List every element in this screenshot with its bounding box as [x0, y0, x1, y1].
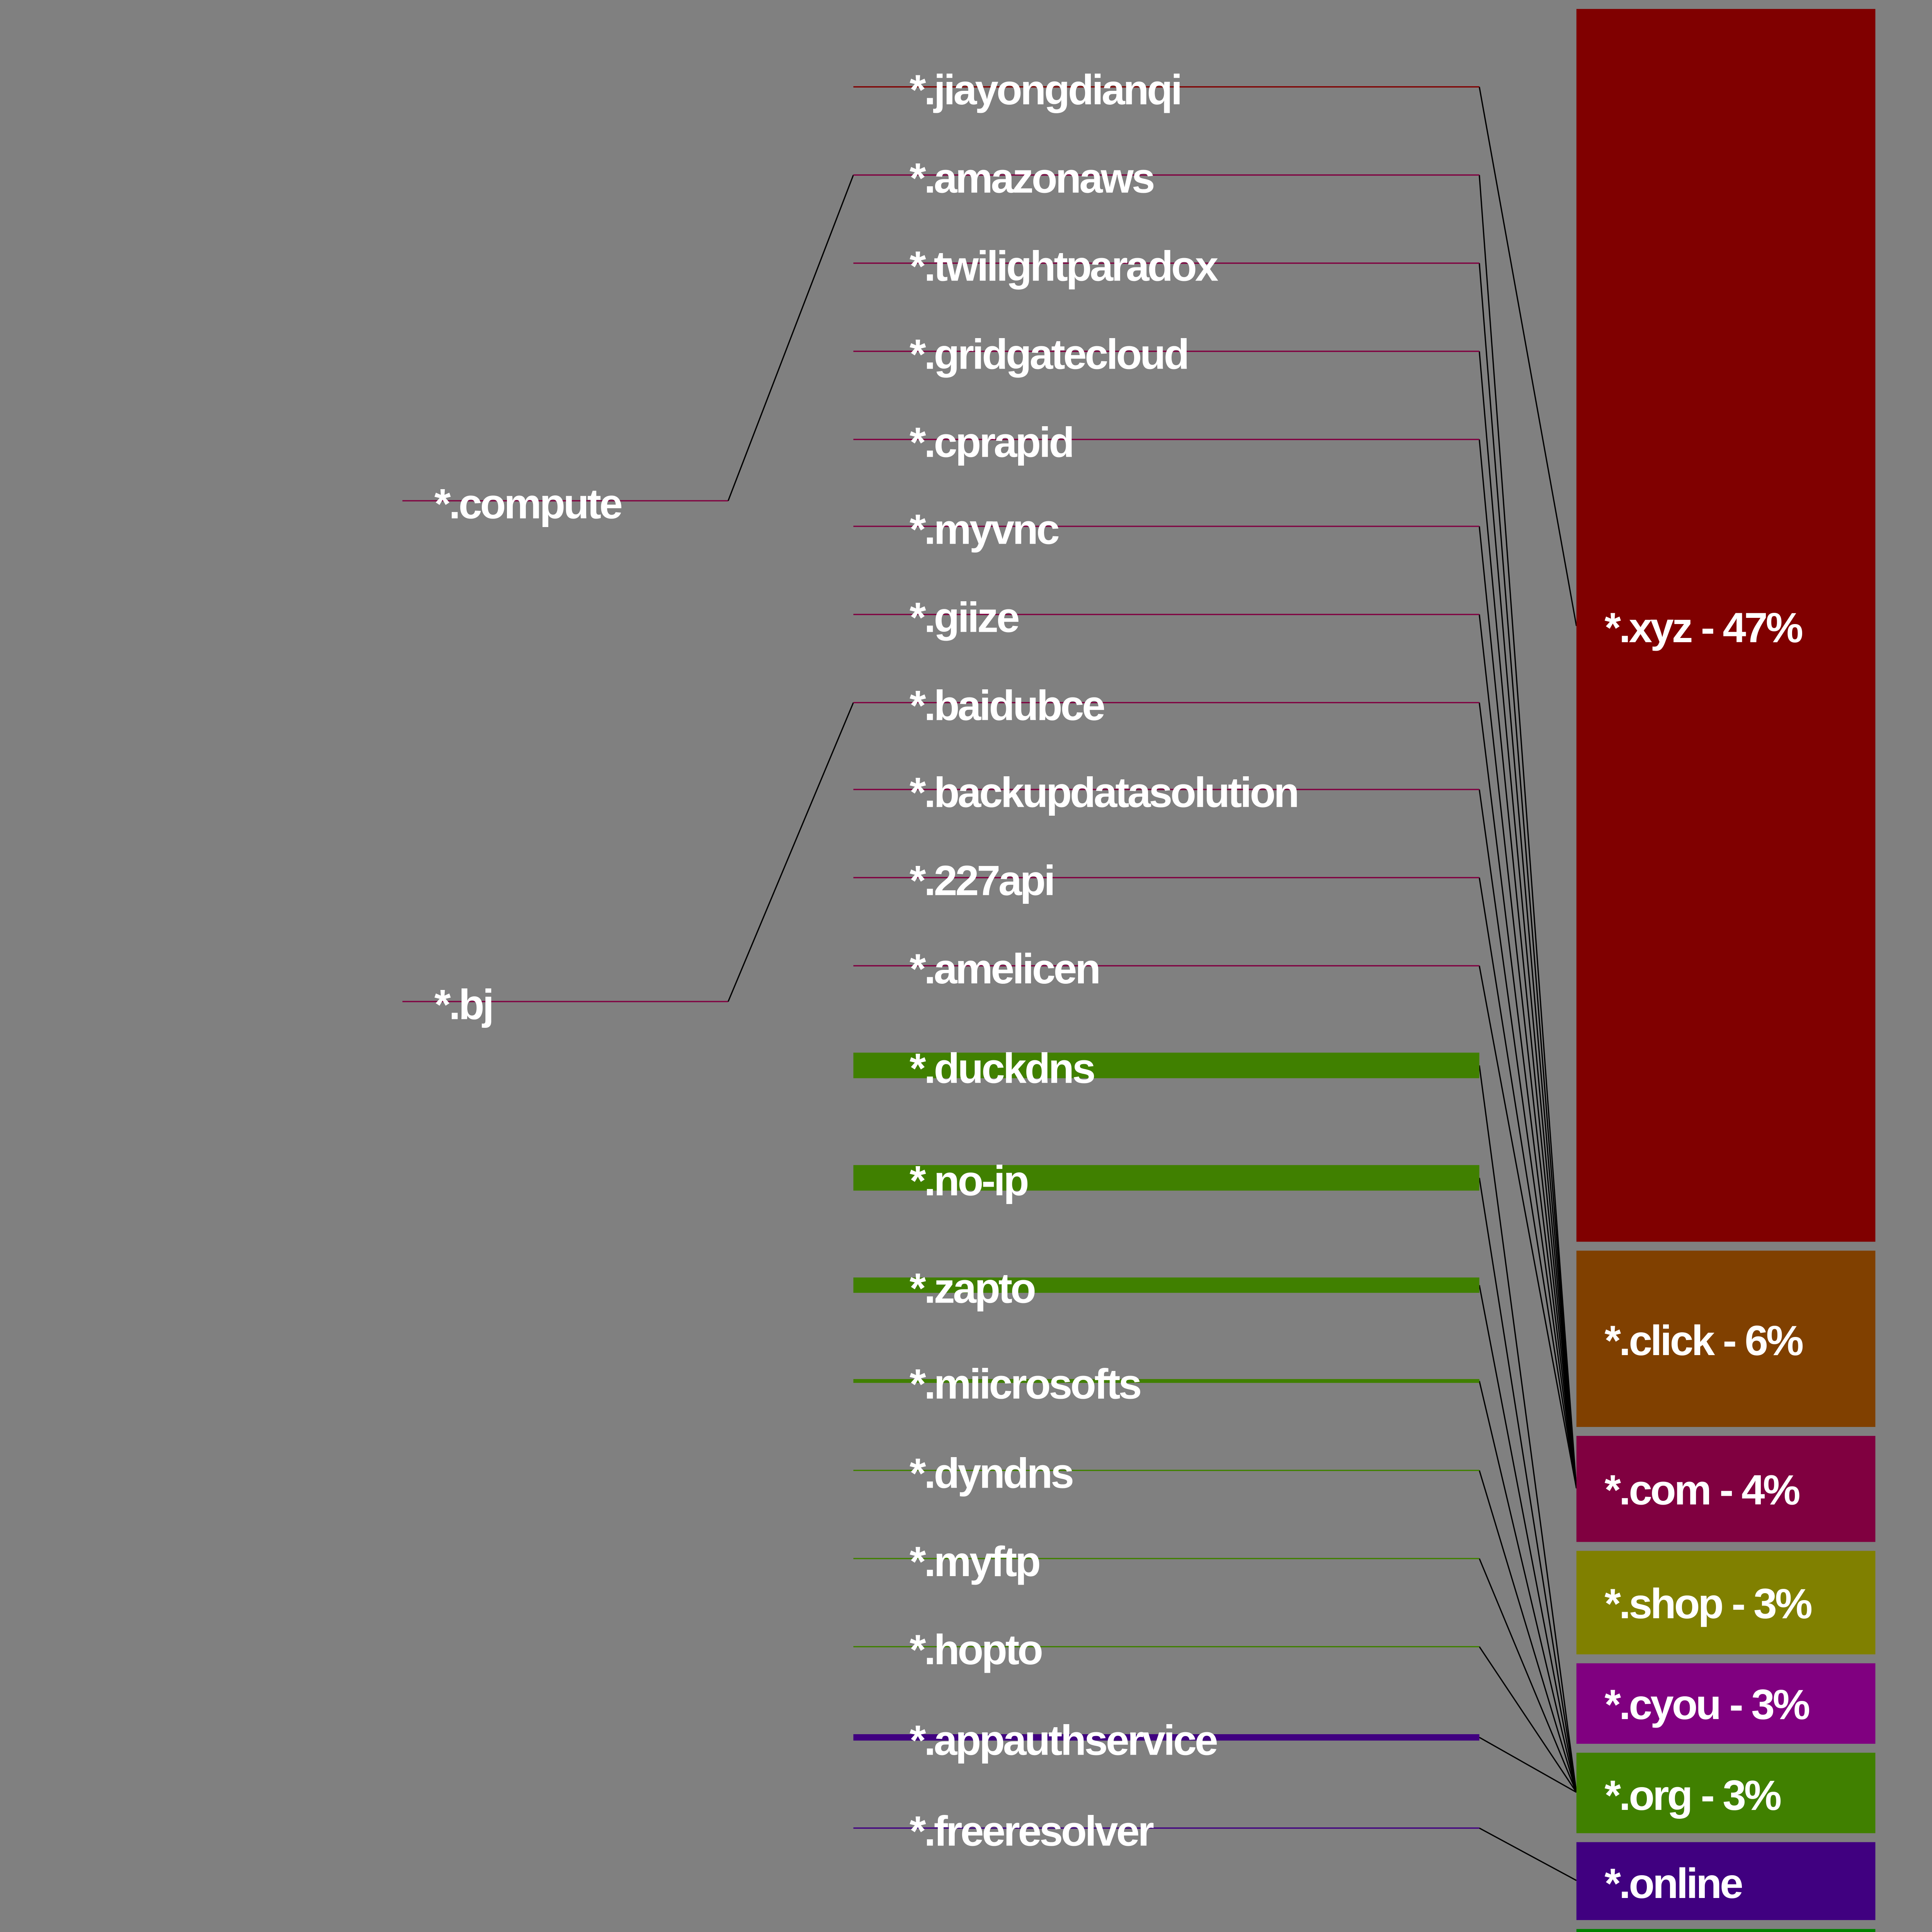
connector — [1478, 1177, 1577, 1793]
middle-node-label: *.dyndns — [910, 1450, 1073, 1497]
middle-node-label: *.cprapid — [910, 419, 1073, 466]
right-node-block — [1576, 1929, 1876, 1932]
connector — [1478, 1558, 1577, 1793]
right-node-block — [1576, 1753, 1876, 1833]
connector — [1478, 175, 1577, 1488]
right-node-label: *.org - 3% — [1604, 1772, 1781, 1819]
connector — [1478, 351, 1577, 1488]
middle-node-label: *.appauthservice — [910, 1717, 1217, 1764]
middle-node-label: *.myvnc — [910, 506, 1059, 553]
connector — [1478, 789, 1577, 1488]
middle-node-label: *.no-ip — [910, 1158, 1028, 1205]
middle-node-bar — [853, 1734, 1480, 1741]
right-node-block — [1576, 1250, 1876, 1427]
middle-node-label: *.amazonaws — [910, 155, 1154, 202]
middle-node-label: *.hopto — [910, 1626, 1042, 1673]
right-node-label: *.xyz - 47% — [1604, 604, 1802, 651]
right-node-block — [1576, 1436, 1876, 1542]
middle-node-bar — [853, 1277, 1480, 1293]
right-node-label: *.online — [1604, 1860, 1742, 1907]
right-node-label: *.shop - 3% — [1604, 1580, 1811, 1628]
connector — [1478, 87, 1577, 626]
middle-node-label: *.freeresolver — [910, 1808, 1154, 1855]
middle-node-bar — [853, 1379, 1480, 1383]
right-node-block — [1576, 1842, 1876, 1920]
right-node-block — [1576, 1663, 1876, 1744]
connector — [1478, 1285, 1577, 1793]
connector — [1478, 439, 1577, 1488]
connector — [727, 175, 854, 501]
connector — [1478, 614, 1577, 1488]
right-node-label: *.click - 6% — [1604, 1317, 1803, 1364]
connector — [1478, 526, 1577, 1488]
middle-node-label: *.baidubce — [910, 682, 1104, 730]
middle-node-bar — [853, 1053, 1480, 1078]
connector — [1479, 1646, 1577, 1793]
middle-node-label: *.zapto — [910, 1265, 1035, 1312]
right-node-label: *.cyou - 3% — [1604, 1681, 1809, 1728]
connector — [1478, 1381, 1577, 1793]
middle-node-label: *.twilightparadox — [910, 243, 1218, 290]
middle-node-label: *.jiayongdianqi — [910, 66, 1180, 114]
middle-node-label: *.amelicen — [910, 946, 1099, 993]
connector — [1478, 702, 1577, 1488]
left-node-label: *.bj — [434, 981, 492, 1028]
middle-node-bar — [853, 1165, 1480, 1191]
middle-node-label: *.backupdatasolution — [910, 769, 1298, 816]
left-node-label: *.compute — [434, 480, 621, 527]
right-node-label: *.com - 4% — [1604, 1467, 1799, 1514]
connector — [1478, 263, 1577, 1488]
right-node-block — [1576, 1551, 1876, 1655]
right-node-block — [1576, 9, 1876, 1242]
middle-node-label: *.miicrosofts — [910, 1361, 1141, 1408]
middle-node-label: *.giize — [910, 594, 1019, 641]
middle-node-label: *.227api — [910, 857, 1054, 905]
middle-node-label: *.gridgatecloud — [910, 331, 1188, 378]
connector — [1478, 1065, 1577, 1793]
connector — [1478, 878, 1577, 1488]
connector — [1478, 1470, 1577, 1793]
connector — [1479, 1827, 1577, 1881]
middle-node-label: *.duckdns — [910, 1045, 1094, 1092]
connector — [727, 702, 854, 1002]
connector — [1478, 966, 1577, 1488]
middle-node-label: *.myftp — [910, 1538, 1039, 1585]
connector — [1479, 1736, 1577, 1793]
